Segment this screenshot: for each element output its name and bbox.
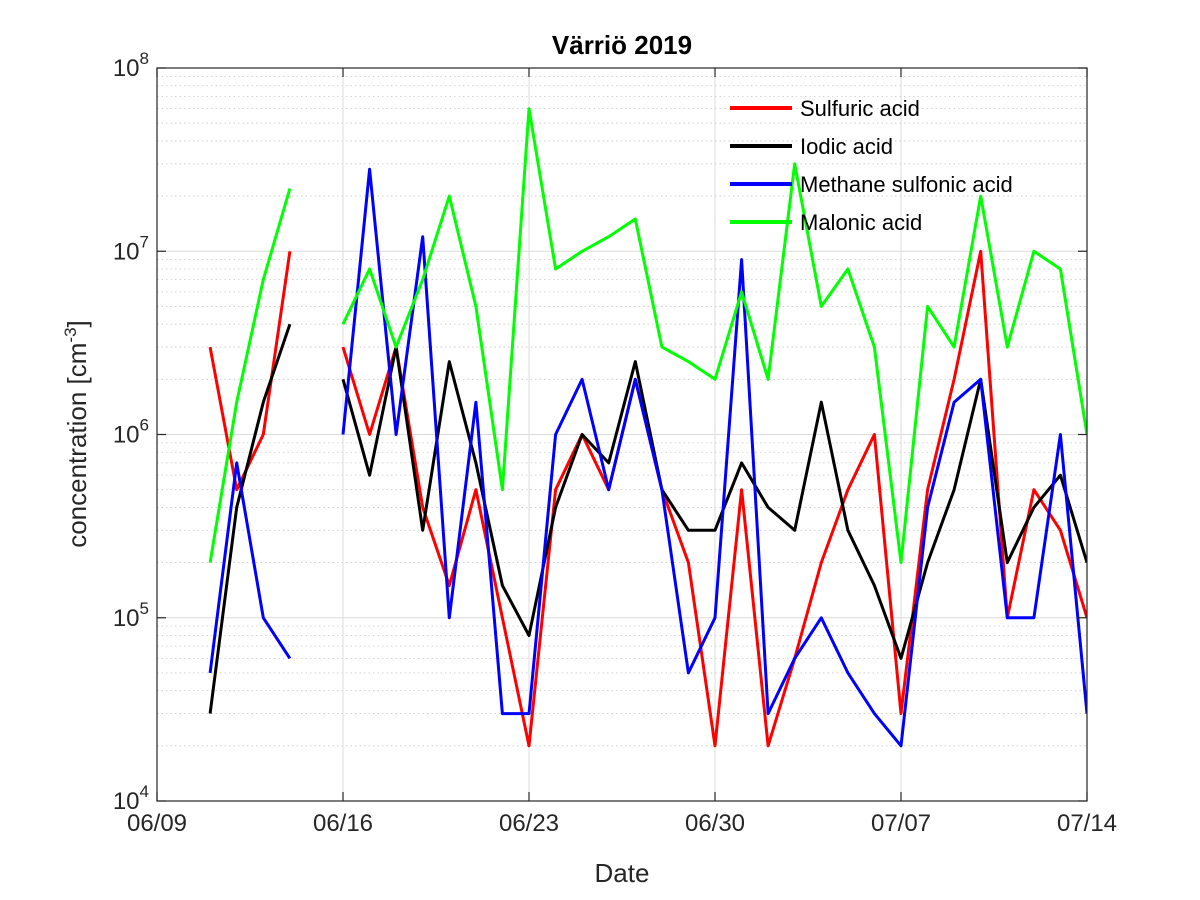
x-tick-label: 06/30 [685,810,745,837]
x-tick-label: 06/23 [499,810,559,837]
y-tick-label-exponent: 4 [140,782,149,801]
x-axis-ticks: 06/09 06/16 06/23 06/30 07/07 07/14 [127,68,1117,837]
y-axis-label-suffix: ] [62,320,92,327]
x-tick-label: 06/16 [313,810,373,837]
y-tick-label-exponent: 8 [140,49,149,68]
legend: Sulfuric acid Iodic acid Methane sulfonic … [722,70,1067,235]
x-tick-label: 06/09 [127,810,187,837]
y-tick-label-base: 10 [113,55,140,82]
x-axis-label: Date [595,858,650,888]
y-tick-label-exponent: 7 [140,232,149,251]
legend-label: Sulfuric acid [800,96,920,121]
y-tick-label: 106 [113,416,149,449]
legend-label: Malonic acid [800,210,922,235]
y-axis-label-main: concentration [cm [62,343,92,548]
legend-label: Iodic acid [800,134,893,159]
y-tick-label-base: 10 [113,605,140,632]
series-line [208,107,1087,565]
y-tick-label-base: 10 [113,788,140,815]
x-tick-label: 07/14 [1057,810,1117,837]
y-tick-label: 107 [113,232,149,265]
y-axis-label: concentration [cm-3] [61,320,92,548]
legend-label: Methane sulfonic acid [800,172,1013,197]
series-line [208,167,1087,748]
y-tick-label-base: 10 [113,238,140,265]
y-tick-label-base: 10 [113,422,140,449]
y-tick-label-exponent: 6 [140,416,149,435]
series-line [208,323,1087,714]
legend-box [722,70,1067,228]
y-axis-label-superscript: -3 [61,327,80,342]
chart-title: Värriö 2019 [552,30,692,60]
series-layer [208,107,1087,748]
y-tick-label: 108 [113,49,149,82]
y-tick-label-exponent: 5 [140,599,149,618]
y-tick-label: 105 [113,599,149,632]
x-tick-label: 07/07 [871,810,931,837]
y-tick-label: 104 [113,782,149,815]
series-line [208,249,1087,748]
